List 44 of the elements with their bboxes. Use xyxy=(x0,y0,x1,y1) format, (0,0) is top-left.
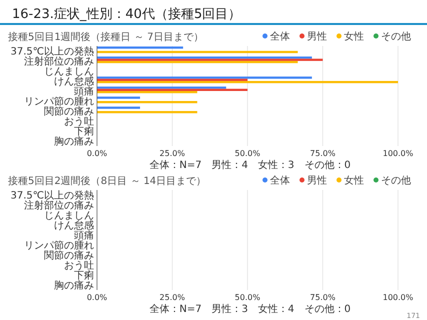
y-tick-label: 胸の痛み xyxy=(54,280,94,292)
x-tick-label: 75.0% xyxy=(310,149,336,158)
chart-title: 接種5回目2週間後（8日目 ～ 14日目まで） xyxy=(8,175,206,187)
bar xyxy=(97,80,398,84)
bar xyxy=(97,86,226,89)
bar xyxy=(97,60,298,64)
x-tick-label: 25.0% xyxy=(160,293,186,302)
bar xyxy=(97,106,140,109)
bar xyxy=(97,90,198,94)
bar xyxy=(97,88,248,91)
text: 全体：N=7 男性：3 女性：4 その他：0 xyxy=(149,303,351,315)
y-tick-label: 頭痛 xyxy=(74,230,94,242)
x-tick-label: 50.0% xyxy=(234,149,261,158)
bar xyxy=(97,76,312,79)
legend-label: 女性 xyxy=(344,30,364,42)
y-tick-label: 注射部位の痛み xyxy=(24,200,94,212)
x-tick-label: 100.0% xyxy=(382,149,414,158)
x-tick-label: 0.0% xyxy=(86,293,108,302)
bar xyxy=(97,58,323,61)
x-tick-label: 50.0% xyxy=(234,293,261,302)
bar xyxy=(97,78,248,81)
x-tick-label: 0.0% xyxy=(86,149,108,158)
x-tick-label: 100.0% xyxy=(382,293,414,302)
legend-label: その他 xyxy=(381,30,411,42)
legend-label: 全体 xyxy=(270,30,290,42)
legend-label: 男性 xyxy=(307,174,327,186)
legend-label: その他 xyxy=(381,174,411,186)
bar xyxy=(97,101,198,104)
chart-title: 16-23.症状_性別：40代（接種5回目） xyxy=(12,7,242,22)
legend-label: 女性 xyxy=(344,174,364,186)
legend-label: 全体 xyxy=(270,174,290,186)
x-tick-label: 75.0% xyxy=(310,293,336,302)
y-tick-label: 胸の痛み xyxy=(54,136,94,148)
bar xyxy=(97,111,198,114)
x-tick-label: 25.0% xyxy=(160,149,186,158)
bar xyxy=(97,50,298,54)
legend-label: 男性 xyxy=(307,30,327,42)
text: 全体：N=7 男性：4 女性：3 その他：0 xyxy=(149,159,351,171)
bar xyxy=(97,56,312,59)
chart-subtitle: 接種5回目1週間後（接種日 ～ 7日目まで） xyxy=(8,31,204,43)
y-tick-label: 頭痛 xyxy=(74,86,94,98)
bar xyxy=(97,46,184,49)
y-tick-label: 注射部位の痛み xyxy=(24,56,94,68)
bar xyxy=(97,96,140,99)
